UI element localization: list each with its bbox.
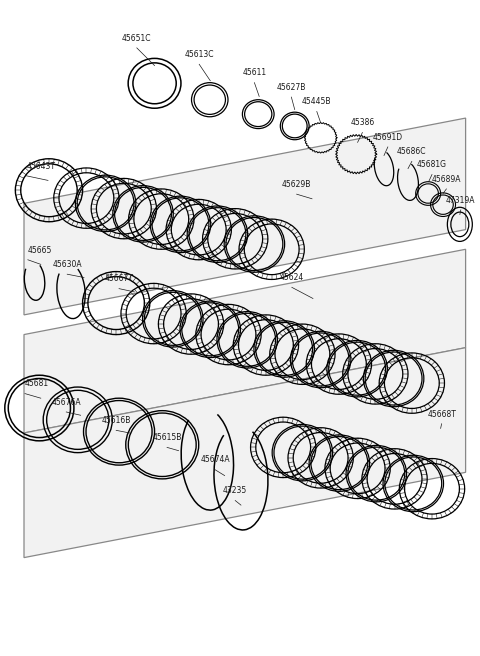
Polygon shape — [24, 348, 466, 558]
Polygon shape — [24, 118, 466, 315]
Text: 45676A: 45676A — [51, 398, 81, 407]
Text: 45611: 45611 — [242, 68, 266, 77]
Text: 45681G: 45681G — [417, 160, 447, 169]
Text: 45686C: 45686C — [397, 147, 427, 156]
Text: 47319A: 47319A — [446, 195, 476, 205]
Text: 45445B: 45445B — [302, 97, 332, 106]
Text: 45668T: 45668T — [427, 409, 456, 419]
Text: 45615B: 45615B — [152, 433, 182, 442]
Text: 45624: 45624 — [280, 273, 304, 282]
Text: 45667T: 45667T — [105, 274, 133, 283]
Text: 45651C: 45651C — [122, 33, 152, 43]
Text: 45665: 45665 — [28, 245, 52, 255]
Text: 45613C: 45613C — [184, 50, 214, 59]
Polygon shape — [24, 249, 466, 433]
Text: 45386: 45386 — [350, 118, 374, 127]
Text: 45681: 45681 — [25, 379, 49, 388]
Text: 45629B: 45629B — [282, 180, 312, 189]
Text: 45627B: 45627B — [276, 83, 306, 92]
Text: 45630A: 45630A — [52, 260, 82, 269]
Text: 45691D: 45691D — [373, 133, 403, 142]
Text: 45674A: 45674A — [200, 455, 230, 464]
Text: 43235: 43235 — [223, 486, 247, 495]
Text: 45689A: 45689A — [432, 174, 461, 184]
Text: 45616B: 45616B — [101, 416, 131, 425]
Text: 45643T: 45643T — [26, 161, 55, 171]
